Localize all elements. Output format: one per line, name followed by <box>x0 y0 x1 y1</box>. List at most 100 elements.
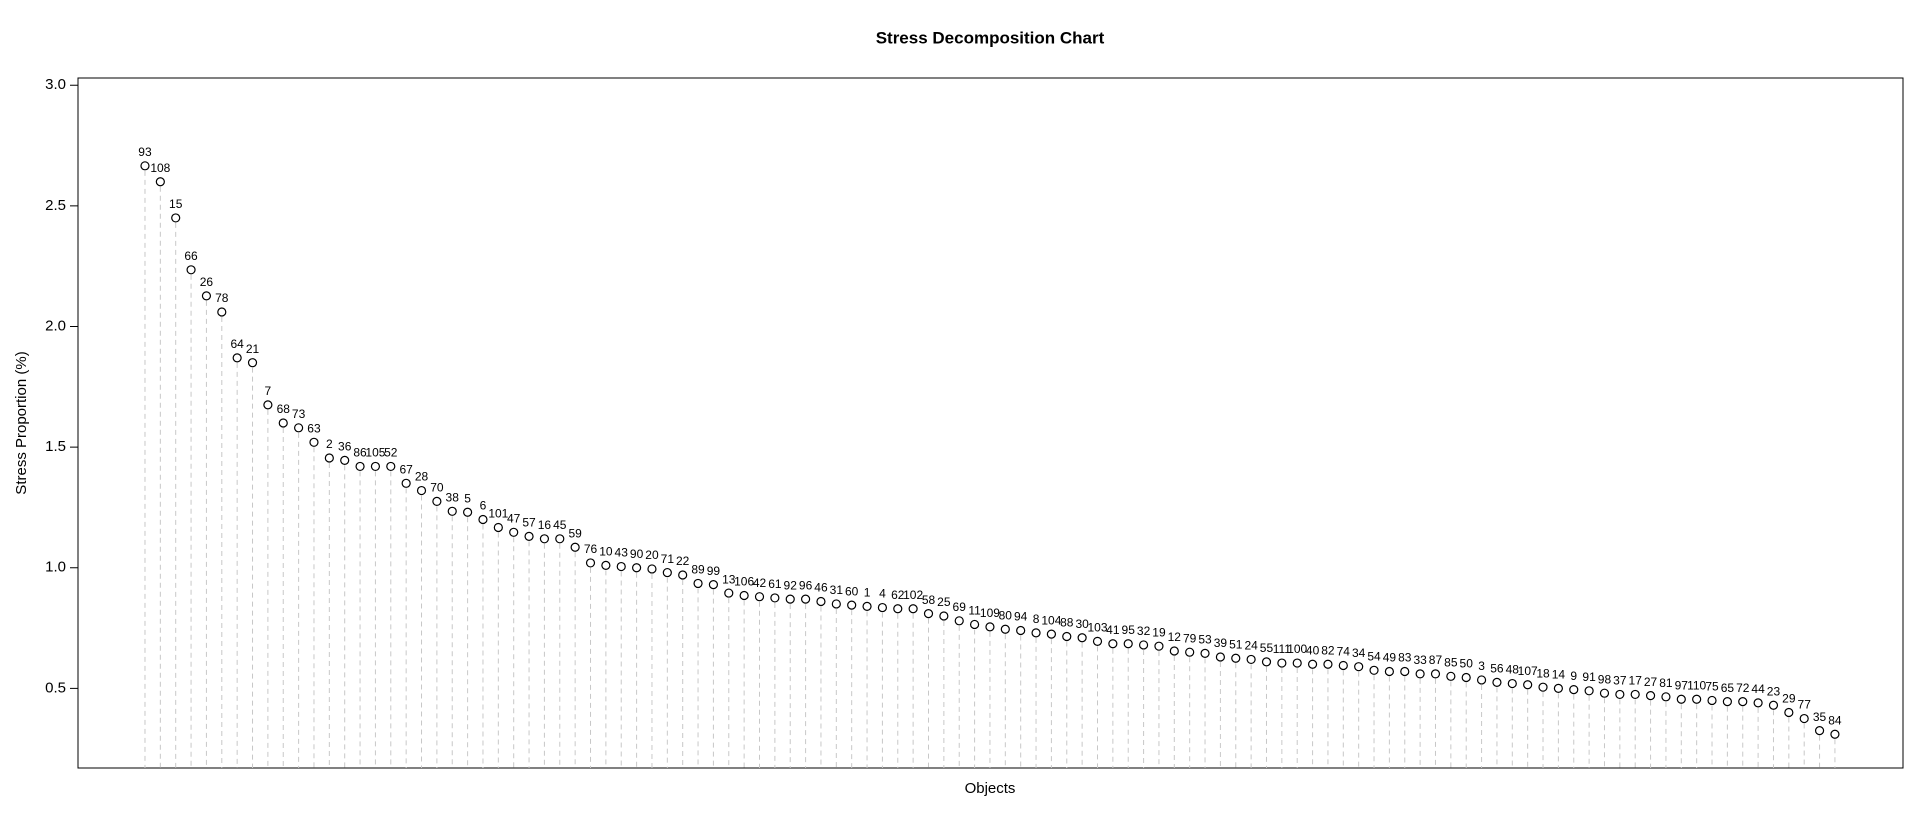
point <box>877 602 888 613</box>
point <box>1200 648 1210 659</box>
point <box>278 418 288 428</box>
point <box>463 507 473 517</box>
point <box>171 213 181 223</box>
point-label: 46 <box>814 581 828 595</box>
point-label: 13 <box>722 572 736 586</box>
point <box>1123 639 1133 649</box>
y-tick-label: 3.0 <box>45 76 66 93</box>
point-label: 55 <box>1260 641 1274 655</box>
point <box>309 437 319 447</box>
point-label: 24 <box>1244 639 1258 653</box>
point <box>493 522 503 533</box>
point <box>1661 692 1671 702</box>
plot-frame <box>77 77 1904 769</box>
point <box>432 496 442 507</box>
point <box>923 608 934 619</box>
point <box>739 590 749 601</box>
point-label: 58 <box>922 593 936 607</box>
point-label: 49 <box>1383 651 1397 665</box>
point <box>294 423 304 433</box>
point-label: 71 <box>661 552 675 566</box>
point <box>1814 726 1825 736</box>
point <box>1461 672 1471 683</box>
point <box>816 596 826 607</box>
point-label: 38 <box>446 490 460 504</box>
point <box>340 455 350 465</box>
point <box>662 567 672 578</box>
point-label: 110 <box>1687 678 1706 692</box>
point <box>1538 682 1548 692</box>
point <box>324 453 334 463</box>
point-label: 9 <box>1570 669 1577 683</box>
point <box>1722 697 1732 707</box>
point <box>1753 698 1763 708</box>
point-label: 72 <box>1736 681 1750 695</box>
point-label: 6 <box>480 499 487 513</box>
point <box>524 531 534 541</box>
point-label: 53 <box>1198 633 1212 647</box>
point-label: 91 <box>1582 670 1596 684</box>
point <box>954 616 964 626</box>
point-label: 52 <box>384 446 398 460</box>
y-tick-label: 1.0 <box>45 559 66 576</box>
point <box>1077 633 1087 643</box>
point <box>1384 666 1394 677</box>
point-label: 100 <box>1287 642 1307 656</box>
point <box>708 580 719 590</box>
point <box>1354 662 1364 672</box>
point <box>908 604 918 614</box>
point <box>1569 684 1579 695</box>
point <box>1016 625 1026 636</box>
point <box>263 400 273 410</box>
point <box>693 578 703 589</box>
point-label: 36 <box>338 440 352 454</box>
point-label: 80 <box>999 608 1013 622</box>
point <box>1108 639 1118 649</box>
point <box>1246 654 1256 665</box>
point <box>585 558 596 568</box>
point <box>785 594 795 604</box>
point <box>800 594 811 604</box>
point <box>217 307 227 317</box>
point-label: 61 <box>768 577 782 591</box>
point-label: 75 <box>1705 680 1719 694</box>
point-label: 86 <box>353 446 367 460</box>
point-label: 107 <box>1518 664 1538 678</box>
point <box>416 485 427 496</box>
point <box>1645 691 1656 701</box>
point <box>370 461 381 472</box>
point-label: 98 <box>1598 672 1612 686</box>
point-label: 2 <box>326 437 333 451</box>
point <box>140 161 150 171</box>
point-label: 109 <box>980 606 1000 620</box>
point-label: 105 <box>365 446 385 460</box>
point <box>1692 694 1702 704</box>
point <box>1277 658 1287 668</box>
point <box>985 622 995 632</box>
point-label: 96 <box>799 578 813 592</box>
point-label: 87 <box>1429 653 1443 667</box>
point <box>1615 689 1625 700</box>
point-label: 76 <box>584 542 598 556</box>
point-label: 47 <box>507 511 521 525</box>
point <box>1062 631 1072 642</box>
point-label: 31 <box>830 583 844 597</box>
point <box>1584 686 1594 696</box>
point-label: 22 <box>676 554 690 568</box>
point <box>1599 688 1610 698</box>
y-tick-label: 2.5 <box>45 197 66 214</box>
point-label: 28 <box>415 470 429 484</box>
point <box>186 265 196 275</box>
point <box>386 461 396 472</box>
point <box>678 570 688 580</box>
point-label: 34 <box>1352 646 1366 660</box>
point-label: 44 <box>1751 682 1765 696</box>
y-tick-label: 2.0 <box>45 317 66 334</box>
point-label: 30 <box>1075 617 1089 631</box>
point-label: 37 <box>1613 674 1627 688</box>
point-label: 16 <box>538 518 552 532</box>
point <box>155 177 165 187</box>
point <box>847 600 857 610</box>
point <box>1799 713 1809 724</box>
